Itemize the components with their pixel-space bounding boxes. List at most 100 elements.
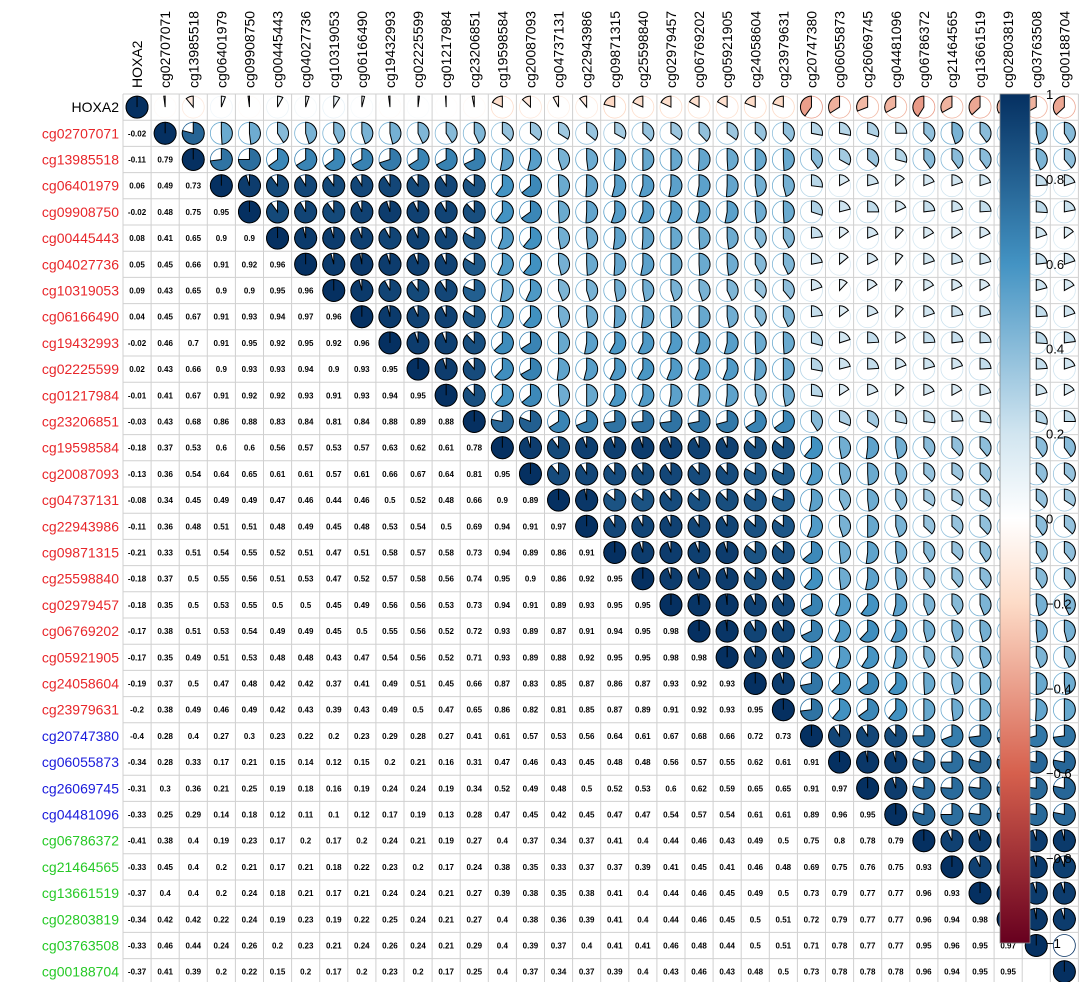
cell-value: 0.53 (298, 575, 314, 584)
pie-mark (828, 409, 851, 433)
pie-mark (912, 331, 936, 355)
cell-value: 0.33 (551, 863, 567, 872)
column-label: cg19598584 (494, 11, 510, 88)
cell-value: 0.91 (214, 260, 230, 269)
cell-value: 0.51 (776, 915, 792, 924)
cell-value: 0.39 (579, 915, 595, 924)
cell-value: 0.75 (185, 208, 201, 217)
pie-mark (575, 174, 599, 198)
cell-value: 0.43 (719, 968, 735, 977)
pie-mark (968, 488, 992, 512)
pie-mark (968, 121, 992, 145)
cell-value: 0.64 (607, 732, 623, 741)
pie-mark (266, 95, 289, 119)
pie-mark (940, 540, 964, 564)
cell-value: 0.55 (242, 601, 258, 610)
pie-mark (799, 724, 823, 748)
pie-mark (659, 540, 683, 564)
cell-value: 0.46 (157, 339, 173, 348)
pie-mark (912, 147, 936, 171)
column-label: cg23979631 (775, 11, 791, 88)
cell-value: 0.34 (551, 968, 567, 977)
cell-value: 0.43 (663, 968, 679, 977)
column-label: cg26069745 (860, 11, 876, 88)
pie-mark (519, 383, 542, 407)
pie-mark (603, 541, 627, 564)
pie-mark (743, 121, 767, 145)
pie-mark (547, 174, 571, 198)
pie-mark (1024, 645, 1048, 669)
pie-mark (771, 567, 795, 591)
cell-value: 0.88 (382, 418, 398, 427)
pie-mark (434, 357, 458, 381)
pie-mark (490, 121, 514, 145)
pie-mark (743, 147, 767, 172)
cell-value: 0.41 (663, 863, 679, 872)
cell-value: 0.95 (635, 653, 651, 662)
pie-mark (350, 226, 374, 250)
cell-value: 0.37 (523, 837, 539, 846)
pie-mark (968, 95, 992, 119)
cell-value: 0.96 (944, 942, 960, 951)
cell-value: 0.42 (185, 915, 201, 924)
cell-value: -0.08 (128, 496, 147, 505)
cell-value: 0.95 (916, 942, 932, 951)
cell-value: 0.9 (497, 496, 509, 505)
pie-mark (856, 409, 880, 433)
cell-value: 0.61 (635, 732, 651, 741)
pie-mark (547, 95, 570, 119)
pie-mark (828, 645, 852, 669)
pie-mark (743, 672, 767, 695)
cell-value: 0.18 (298, 784, 314, 793)
cell-value: 0.79 (888, 837, 904, 846)
pie-mark (547, 121, 571, 145)
cell-value: 0.73 (804, 889, 820, 898)
cell-value: 0.36 (157, 522, 173, 531)
cell-value: 0.42 (270, 706, 286, 715)
pie-mark (659, 95, 683, 119)
pie-mark (603, 121, 627, 145)
pie-mark (350, 305, 374, 329)
pie-mark (631, 226, 655, 250)
cell-value: 0.18 (326, 863, 342, 872)
cell-value: 0.4 (160, 889, 172, 898)
cell-value: -0.33 (128, 811, 147, 820)
pie-mark (631, 174, 655, 198)
pie-mark (968, 436, 992, 460)
pie-mark (912, 619, 936, 643)
cell-value: 0.25 (466, 968, 482, 977)
cell-value: 0.95 (607, 575, 623, 584)
cell-value: 0.5 (188, 575, 200, 584)
pie-mark (912, 829, 936, 853)
pie-mark (294, 252, 318, 276)
pie-mark (1052, 540, 1076, 564)
pie-mark (462, 410, 486, 433)
pie-mark (519, 95, 542, 119)
cell-value: 0.79 (832, 915, 848, 924)
cell-value: 0.74 (466, 575, 482, 584)
cell-value: 0.86 (551, 549, 567, 558)
cell-value: 0.46 (691, 889, 707, 898)
pie-mark (771, 514, 795, 538)
pie-mark (912, 462, 936, 486)
column-label: cg09908750 (241, 11, 257, 88)
cell-value: 0.75 (832, 863, 848, 872)
cell-value: 0.53 (438, 601, 454, 610)
column-label: cg00445443 (270, 11, 286, 88)
cell-value: 0.93 (663, 680, 679, 689)
pie-mark (771, 462, 795, 486)
cell-value: 0.21 (214, 784, 230, 793)
cell-value: 0.95 (382, 365, 398, 374)
pie-mark (856, 147, 880, 171)
cell-value: 0.45 (523, 811, 539, 820)
pie-mark (490, 357, 514, 381)
pie-mark (856, 357, 880, 381)
pie-mark (968, 776, 992, 800)
pie-mark (912, 488, 936, 512)
cell-value: 0.96 (916, 915, 932, 924)
cell-value: 0.48 (270, 653, 286, 662)
matrix-cells: -0.02 -0.11 0.79 0.06 0.49 0.73 -0.02 0.48 0.75 0… (125, 95, 1076, 984)
pie-mark (743, 593, 767, 617)
pie-mark (1052, 881, 1076, 905)
pie-mark (1052, 174, 1076, 198)
